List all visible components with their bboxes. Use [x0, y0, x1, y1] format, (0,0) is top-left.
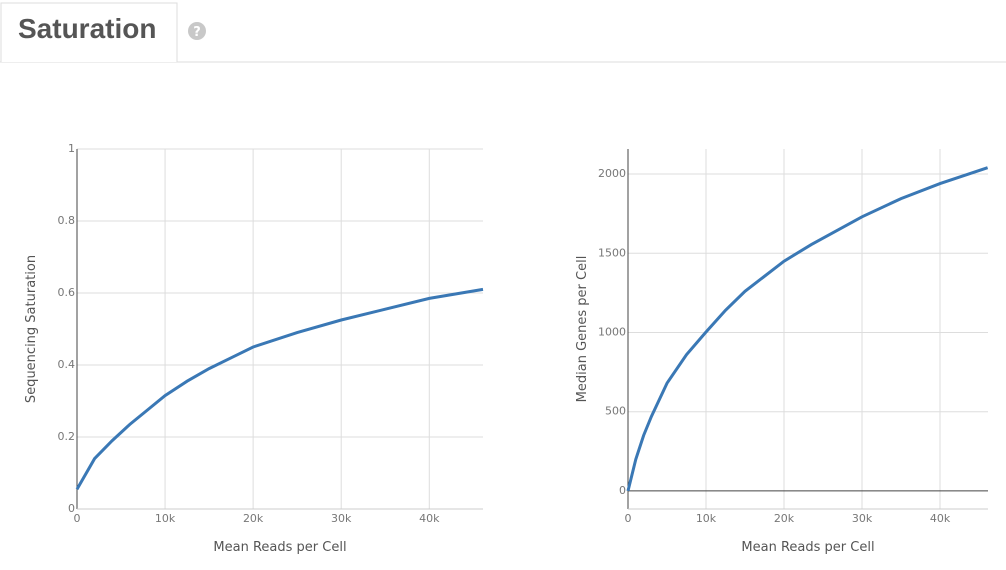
data-line [75, 287, 484, 490]
x-tick-label: 30k [331, 512, 352, 525]
x-tick-label: 10k [155, 512, 176, 525]
y-tick-label: 0.6 [58, 286, 76, 299]
help-icon-glyph: ? [193, 25, 201, 40]
y-tick-label: 2000 [598, 167, 626, 180]
x-tick-label: 20k [774, 512, 795, 525]
help-icon[interactable] [188, 22, 206, 40]
x-axis-title: Mean Reads per Cell [213, 540, 346, 555]
x-tick-label: 40k [419, 512, 440, 525]
x-tick-label: 0 [625, 512, 632, 525]
x-tick-label: 0 [74, 512, 81, 525]
x-tick-label: 10k [696, 512, 717, 525]
x-tick-label: 20k [243, 512, 264, 525]
x-axis-title: Mean Reads per Cell [741, 540, 874, 555]
y-tick-label: 0.4 [58, 358, 76, 371]
y-tick-label: 0 [619, 484, 626, 497]
y-axis-title: Median Genes per Cell [575, 256, 590, 403]
y-tick-label: 500 [605, 405, 626, 418]
tab[interactable] [0, 2, 178, 62]
y-tick-label: 1500 [598, 246, 626, 259]
y-axis-title: Sequencing Saturation [24, 255, 39, 403]
data-line [626, 166, 989, 492]
y-tick-label: 0.8 [58, 214, 76, 227]
y-tick-label: 0 [68, 502, 75, 515]
y-tick-label: 1000 [598, 325, 626, 338]
x-tick-label: 40k [930, 512, 951, 525]
y-tick-label: 1 [68, 142, 75, 155]
x-tick-label: 30k [852, 512, 873, 525]
y-tick-label: 0.2 [58, 430, 76, 443]
tab-title: Saturation [18, 13, 156, 44]
